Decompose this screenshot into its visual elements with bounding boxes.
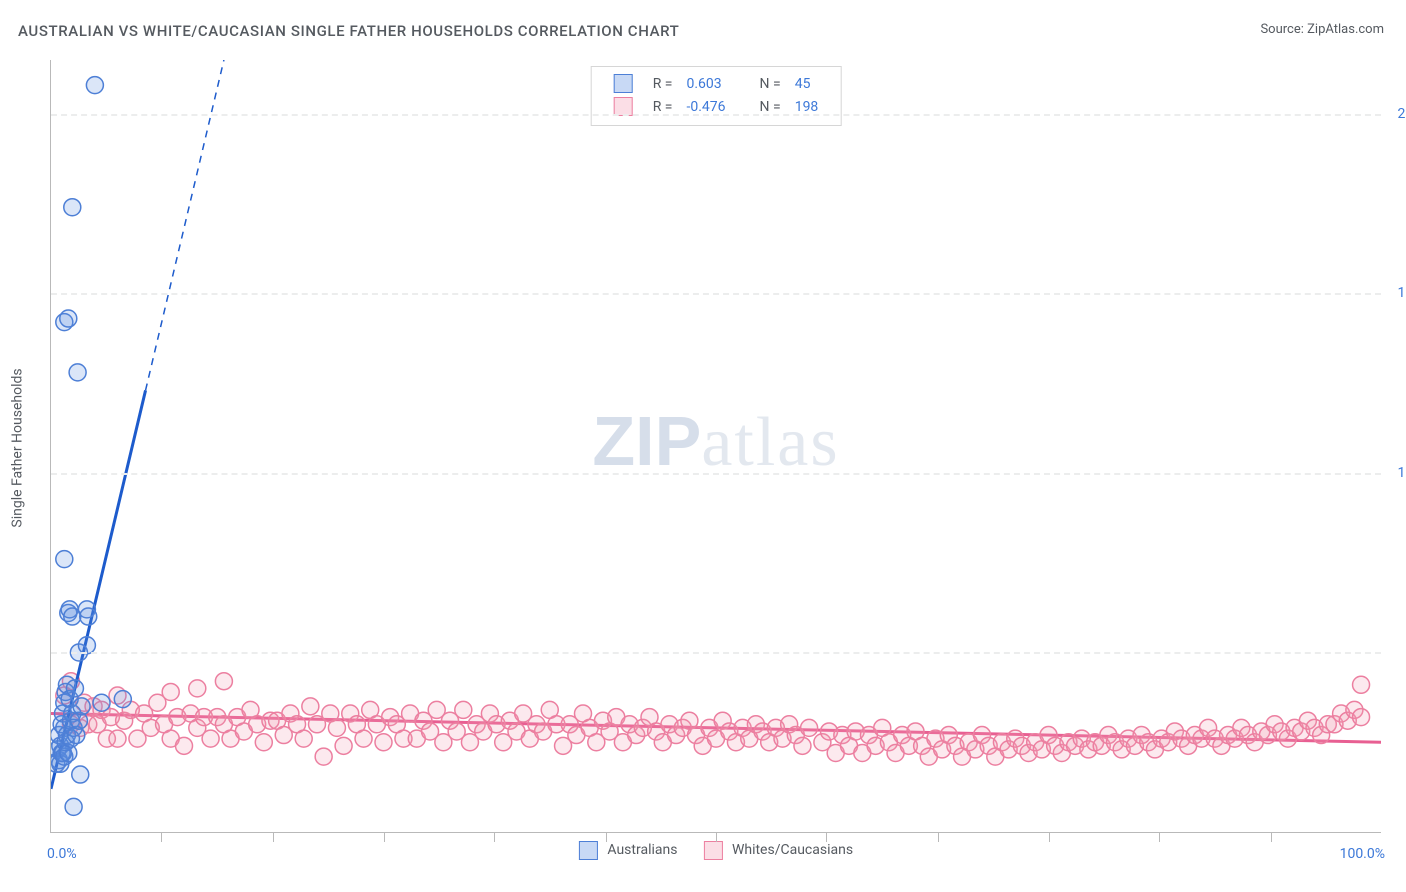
x-axis-min-label: 0.0% [47, 846, 77, 862]
data-point [295, 730, 312, 747]
legend-R-label: R = [647, 73, 679, 94]
legend-item-0: Australians [579, 841, 678, 860]
data-point [255, 734, 272, 751]
gridline [51, 293, 1381, 295]
x-tick [606, 832, 607, 842]
legend-N-label: N = [754, 73, 787, 94]
x-tick [1271, 832, 1272, 842]
data-point [93, 694, 110, 711]
source-label: Source: [1260, 22, 1303, 37]
data-point [455, 701, 472, 718]
legend-swatch-icon [614, 74, 633, 93]
x-tick [384, 832, 385, 842]
data-point [162, 683, 179, 700]
data-point [176, 737, 193, 754]
data-point [355, 730, 372, 747]
data-point [328, 719, 345, 736]
data-point [80, 608, 97, 625]
x-tick [494, 832, 495, 842]
x-tick [1159, 832, 1160, 842]
legend-N-value: 45 [789, 73, 825, 94]
correlation-legend-box: R = 0.603 N = 45 R = -0.476 N = 198 [591, 66, 842, 126]
series-legend: Australians Whites/Caucasians [579, 841, 853, 860]
data-point [315, 748, 332, 765]
source-link[interactable]: ZipAtlas.com [1307, 22, 1384, 37]
x-tick [938, 832, 939, 842]
legend-swatch-icon [703, 841, 722, 860]
data-point [801, 719, 818, 736]
data-point [202, 730, 219, 747]
data-point [215, 673, 232, 690]
data-point [73, 698, 90, 715]
chart-svg [51, 60, 1381, 832]
data-point [335, 737, 352, 754]
data-point [1353, 676, 1370, 693]
x-tick [826, 832, 827, 842]
legend-item-1: Whites/Caucasians [703, 841, 853, 860]
plot-area: ZIPatlas R = 0.603 N = 45 R = -0.476 N =… [50, 60, 1381, 833]
trend-line-dashed-Australians [146, 60, 224, 390]
data-point [189, 680, 206, 697]
data-point [375, 734, 392, 751]
data-point [794, 737, 811, 754]
legend-item-label: Australians [607, 842, 677, 858]
data-point [65, 798, 82, 815]
data-point [72, 766, 89, 783]
data-point [1353, 709, 1370, 726]
y-axis-label-container: Single Father Households [14, 0, 44, 892]
data-point [66, 680, 83, 697]
data-point [109, 730, 126, 747]
x-tick [1049, 832, 1050, 842]
data-point [114, 691, 131, 708]
gridline [51, 114, 1381, 116]
data-point [56, 551, 73, 568]
data-point [86, 77, 103, 94]
x-tick [716, 832, 717, 842]
data-point [60, 310, 77, 327]
legend-row-series-0: R = 0.603 N = 45 [608, 73, 825, 94]
gridline [51, 652, 1381, 654]
chart-title: AUSTRALIAN VS WHITE/CAUCASIAN SINGLE FAT… [18, 22, 679, 40]
y-tick-label: 15.0% [1397, 285, 1406, 301]
data-point [302, 698, 319, 715]
legend-swatch-icon [579, 841, 598, 860]
legend-R-value: 0.603 [680, 73, 731, 94]
x-axis-max-label: 100.0% [1340, 846, 1385, 862]
gridline [51, 473, 1381, 475]
data-point [64, 199, 81, 216]
x-tick [273, 832, 274, 842]
source-credit: Source: ZipAtlas.com [1260, 22, 1384, 37]
y-tick-label: 20.0% [1397, 106, 1406, 122]
data-point [69, 364, 86, 381]
legend-item-label: Whites/Caucasians [732, 842, 853, 858]
y-tick-label: 10.0% [1397, 465, 1406, 481]
data-point [78, 637, 95, 654]
x-tick [161, 832, 162, 842]
y-axis-label: Single Father Households [10, 368, 26, 527]
